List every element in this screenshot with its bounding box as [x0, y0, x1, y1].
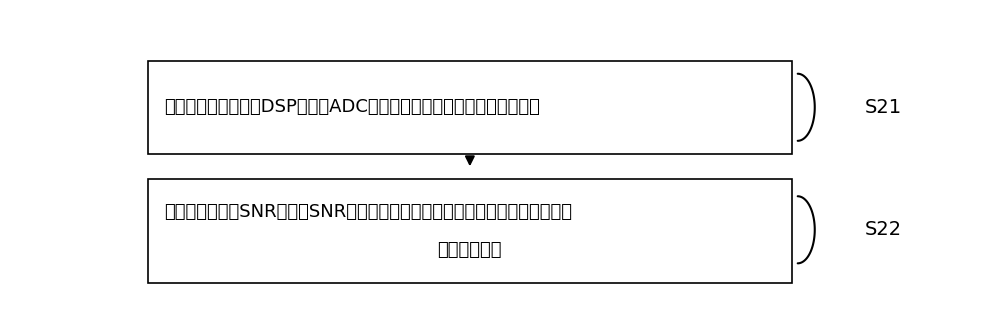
Bar [148, 61, 792, 154]
Text: 提取待测相干光模块DSP接收端ADC检测的数据，计算实际误差矢量幅度: 提取待测相干光模块DSP接收端ADC检测的数据，计算实际误差矢量幅度 [164, 98, 540, 116]
Text: S21: S21 [865, 98, 902, 117]
Text: 根据理论信噪比SNR与实际SNR的差值，对实际误差矢量幅度进行修正得到等效: 根据理论信噪比SNR与实际SNR的差值，对实际误差矢量幅度进行修正得到等效 [164, 203, 572, 221]
Text: 误差矢量幅度: 误差矢量幅度 [438, 242, 502, 259]
Bar [148, 180, 792, 283]
Text: S22: S22 [865, 220, 902, 239]
